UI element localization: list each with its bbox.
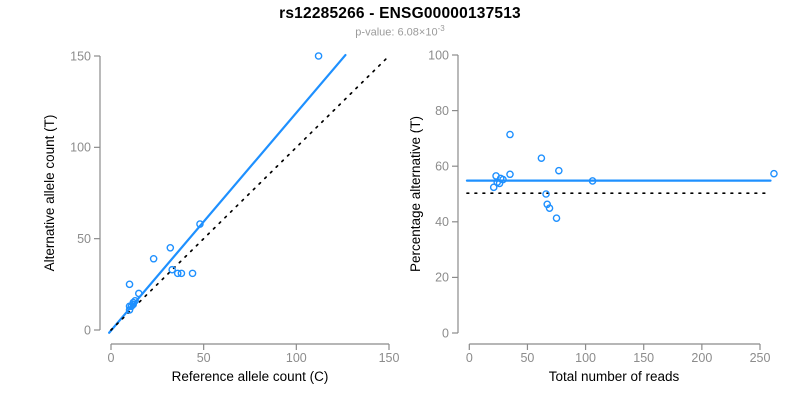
data-point <box>542 190 550 198</box>
y-tick-label: 0 <box>84 323 91 337</box>
data-point <box>555 166 563 175</box>
data-point <box>196 220 204 228</box>
regression-line <box>108 53 347 334</box>
y-tick-label: 20 <box>435 271 449 285</box>
data-point <box>125 306 134 314</box>
x-tick-label: 100 <box>575 351 596 365</box>
x-tick-label: 50 <box>197 351 211 365</box>
pvalue-text: p-value: 6.08×10 <box>355 26 438 39</box>
x-tick-label: 150 <box>379 351 400 365</box>
y-tick-label: 100 <box>70 141 91 155</box>
x-tick-label: 100 <box>286 351 307 365</box>
y-tick-label: 150 <box>70 49 91 63</box>
data-point <box>125 302 134 311</box>
pvalue-exponent: -3 <box>437 24 445 33</box>
data-point <box>552 214 561 222</box>
x-axis-title: Total number of reads <box>549 369 680 384</box>
x-axis-title: Reference allele count (C) <box>172 369 329 384</box>
data-point <box>537 154 546 162</box>
y-tick-label: 50 <box>77 232 91 246</box>
data-point <box>129 300 138 309</box>
identity-line <box>110 54 391 331</box>
data-point <box>125 280 134 289</box>
data-point <box>588 177 597 185</box>
data-point <box>173 269 182 278</box>
data-point <box>188 269 197 278</box>
x-tick-label: 250 <box>750 351 771 365</box>
data-point <box>131 296 139 305</box>
x-tick-label: 150 <box>633 351 654 365</box>
y-tick-label: 40 <box>435 215 449 229</box>
data-point <box>506 170 514 179</box>
data-point <box>134 289 143 298</box>
data-point <box>506 130 514 139</box>
data-point <box>492 172 500 180</box>
data-point <box>489 183 498 192</box>
data-point <box>314 52 323 60</box>
chart-title: rs12285266 - ENSG00000137513 <box>279 5 521 22</box>
y-tick-label: 0 <box>442 326 449 340</box>
data-point <box>545 204 554 212</box>
y-tick-label: 60 <box>435 160 449 174</box>
data-point <box>166 243 175 252</box>
x-tick-label: 0 <box>108 351 115 365</box>
data-point <box>770 169 778 178</box>
y-axis-title: Alternative allele count (T) <box>42 115 57 272</box>
x-tick-label: 0 <box>466 351 473 365</box>
y-axis-title: Percentage alternative (T) <box>408 116 423 272</box>
y-tick-label: 80 <box>435 104 449 118</box>
data-point <box>149 254 158 263</box>
data-point <box>168 265 176 274</box>
data-point <box>177 269 186 278</box>
x-tick-label: 200 <box>691 351 712 365</box>
chart-subtitle: p-value: 6.08×10-3 <box>0 24 800 39</box>
x-tick-label: 50 <box>520 351 534 365</box>
y-tick-label: 100 <box>428 48 449 62</box>
